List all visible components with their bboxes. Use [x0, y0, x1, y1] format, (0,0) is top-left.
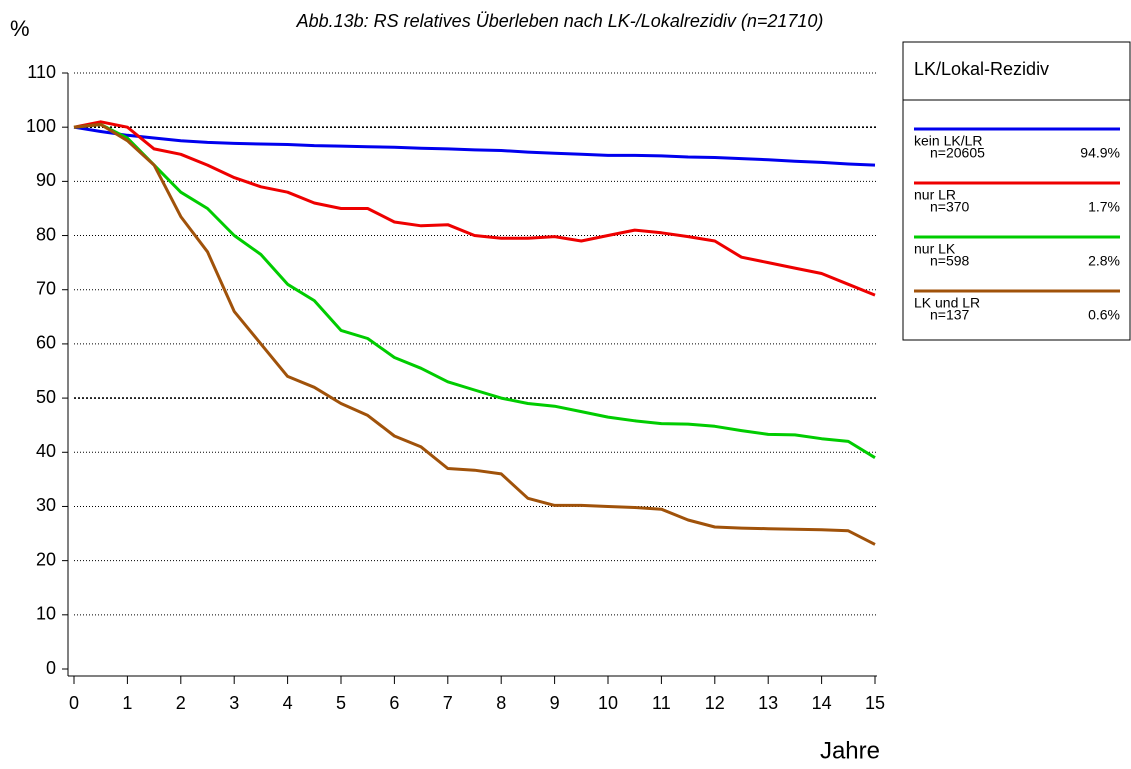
x-tick-label: 6: [389, 693, 399, 713]
y-tick-label: 0: [46, 658, 56, 678]
legend-label: LK und LR: [914, 295, 980, 311]
x-tick-label: 13: [758, 693, 778, 713]
y-tick-label: 100: [26, 116, 56, 136]
series-line: [73, 123, 876, 546]
x-tick-label: 14: [812, 693, 832, 713]
x-tick-label: 0: [69, 693, 79, 713]
legend-label: nur LR: [914, 187, 956, 203]
x-tick-label: 7: [443, 693, 453, 713]
x-tick-label: 1: [122, 693, 132, 713]
series-line: [73, 120, 876, 297]
legend-share: 94.9%: [1080, 145, 1120, 161]
x-tick-label: 8: [496, 693, 506, 713]
x-tick-label: 5: [336, 693, 346, 713]
y-tick-label: 70: [36, 278, 56, 298]
y-tick-label: 80: [36, 224, 56, 244]
legend-share: 2.8%: [1088, 253, 1120, 269]
legend-count: n=20605: [930, 145, 985, 161]
legend-title: LK/Lokal-Rezidiv: [914, 59, 1049, 79]
legend-share: 0.6%: [1088, 307, 1120, 323]
legend-count: n=370: [930, 199, 970, 215]
legend-count: n=598: [930, 253, 970, 269]
legend-label: kein LK/LR: [914, 133, 982, 149]
x-tick-label: 11: [652, 693, 671, 713]
y-tick-label: 20: [36, 549, 56, 569]
legend-share: 1.7%: [1088, 199, 1120, 215]
y-axis-label: %: [10, 16, 30, 41]
series-line: [73, 123, 876, 459]
x-tick-label: 4: [283, 693, 293, 713]
y-tick-label: 90: [36, 170, 56, 190]
y-tick-label: 40: [36, 441, 56, 461]
y-tick-label: 50: [36, 387, 56, 407]
x-tick-label: 2: [176, 693, 186, 713]
legend-label: nur LK: [914, 241, 956, 257]
series-line: [73, 125, 876, 167]
x-tick-label: 10: [598, 693, 618, 713]
x-axis-label: Jahre: [820, 737, 880, 764]
y-tick-label: 60: [36, 333, 56, 353]
legend-count: n=137: [930, 307, 970, 323]
x-tick-label: 9: [550, 693, 560, 713]
y-tick-label: 110: [27, 62, 56, 82]
x-tick-label: 3: [229, 693, 239, 713]
x-tick-label: 12: [705, 693, 725, 713]
x-tick-label: 15: [865, 693, 885, 713]
chart-title: Abb.13b: RS relatives Überleben nach LK-…: [296, 11, 824, 31]
y-tick-label: 30: [36, 495, 56, 515]
y-tick-label: 10: [36, 604, 56, 624]
